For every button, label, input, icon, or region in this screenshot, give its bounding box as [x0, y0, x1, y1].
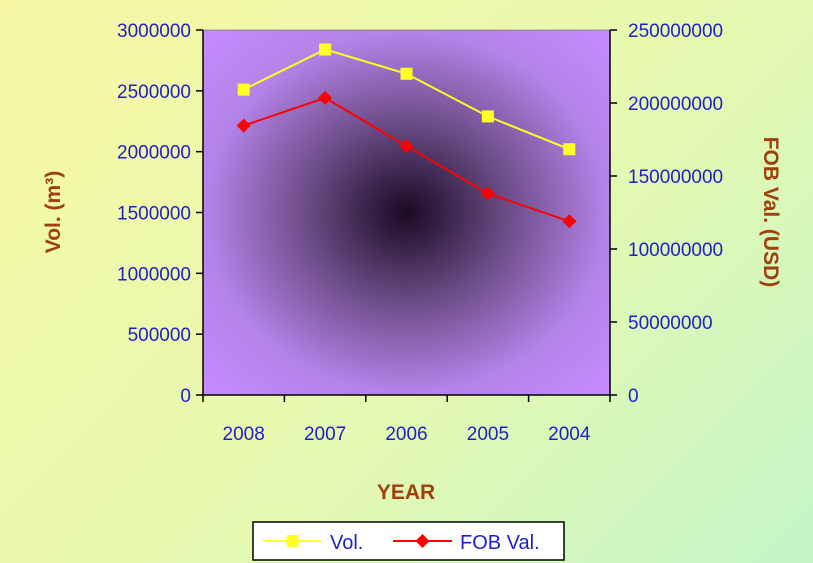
x-tick-label: 2008 — [223, 424, 265, 445]
legend-marker-vol — [286, 535, 299, 547]
y2-tick-label: 100000000 — [628, 240, 723, 261]
data-point-fob-val — [480, 186, 495, 201]
legend-marker-fob-val — [415, 534, 430, 548]
x-tick-label: 2005 — [467, 424, 509, 445]
y2-axis-title: FOB Val. (USD) — [759, 137, 782, 288]
y2-tick-label: 250000000 — [628, 21, 723, 42]
x-tick-label: 2006 — [385, 424, 427, 445]
y2-tick-label: 150000000 — [628, 167, 723, 188]
data-point-fob-val — [318, 90, 333, 105]
legend-label-vol: Vol. — [330, 532, 363, 554]
y2-tick-label: 50000000 — [628, 313, 713, 334]
data-point-fob-val — [562, 214, 577, 229]
y-tick-label: 2500000 — [117, 82, 191, 103]
y-axis-title: Vol. (m³) — [42, 171, 65, 253]
data-point-vol — [319, 43, 332, 56]
y-tick-label: 2000000 — [117, 143, 191, 164]
x-axis-title: YEAR — [377, 481, 435, 504]
data-point-fob-val — [236, 118, 251, 133]
plot-area — [202, 29, 611, 396]
data-point-vol — [400, 67, 413, 80]
data-point-vol — [563, 143, 576, 156]
x-tick-label: 2004 — [548, 424, 591, 445]
data-point-vol — [481, 110, 494, 123]
data-point-vol — [237, 83, 250, 96]
legend: Vol. FOB Val. — [252, 521, 565, 561]
y-tick-label: 0 — [180, 386, 191, 407]
y-tick-label: 3000000 — [117, 21, 191, 42]
y2-tick-label: 0 — [628, 386, 639, 407]
y-tick-label: 1000000 — [117, 264, 191, 285]
y-tick-label: 1500000 — [117, 204, 191, 225]
data-point-fob-val — [399, 139, 414, 154]
legend-label-fob-val: FOB Val. — [460, 532, 540, 554]
y-tick-label: 500000 — [128, 325, 191, 346]
x-tick-label: 2007 — [304, 424, 346, 445]
y2-tick-label: 200000000 — [628, 94, 723, 115]
